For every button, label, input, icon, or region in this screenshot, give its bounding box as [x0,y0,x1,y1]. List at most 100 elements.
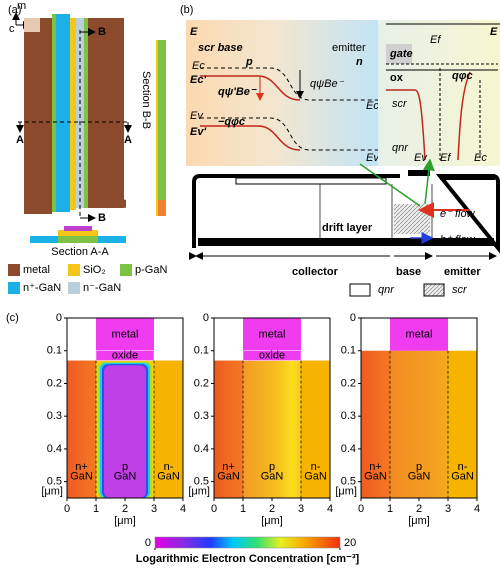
label: Logarithmic Electron Concentration [cm⁻³… [136,553,360,565]
label: drift layer [322,222,373,234]
oxide-stripe [70,18,76,210]
label: qψBe⁻ [310,78,345,90]
label: metal [259,328,286,340]
label: h⁺ flow [440,234,476,246]
label: emitter [332,42,366,54]
legend-label: scr [452,284,468,296]
x-tick-label: 2 [416,503,422,515]
label: p [245,56,253,68]
label: GaN [364,471,387,483]
label: c [9,23,15,35]
label: qφc [452,70,473,82]
legend-swatch [350,284,370,296]
label: GaN [114,471,137,483]
x-tick-label: 2 [269,503,275,515]
y-unit: [μm] [41,485,63,497]
colorbar-tick-label: 20 [344,537,356,549]
ev-label: Ev [190,110,204,122]
p-gan-stripe [84,18,88,208]
label: e⁻ flow [440,208,476,220]
emitter-contact [440,174,495,180]
label: base [396,266,421,278]
x-tick-label: 4 [180,503,186,515]
device-top [236,178,386,184]
label: gate [389,48,413,60]
label: emitter [444,266,481,278]
level-label: Ef [440,152,451,164]
label: oxide [259,350,285,362]
y-tick-label: 0.1 [194,345,209,357]
label: Ec [192,60,205,72]
label: collector [292,266,339,278]
metal-stripe [88,18,124,208]
y-unit: [μm] [335,485,357,497]
legend-swatch [68,282,80,294]
label: GaN [70,471,93,483]
y-tick-label: 0.1 [47,345,62,357]
label: ox [390,72,404,84]
legend-swatch [424,284,444,296]
section-bb-end [158,200,166,216]
label: GaN [261,471,284,483]
y-tick-label: 0.3 [47,410,62,422]
label: qψ'Be⁻ [218,86,257,98]
figure: (a)mcaBBAASection B-BSection A-AmetalSiO… [0,0,500,568]
ec-label: Ec [366,100,379,112]
section-bb-strip [158,40,166,216]
legend-swatch [120,264,132,276]
label: Ef [430,34,441,46]
x-tick-label: 0 [64,503,70,515]
legend-label: n⁻-GaN [83,282,121,294]
y-tick-label: 0 [203,312,209,324]
label: Ec' [190,74,206,86]
scr-region [394,204,430,234]
y-tick-label: 0 [56,312,62,324]
x-tick-label: 4 [474,503,480,515]
x-tick-label: 0 [358,503,364,515]
label: m [17,0,26,12]
label: Section A-A [51,246,109,258]
section-aa-layer [30,236,58,243]
label: B [98,26,106,38]
label: Section B-B [140,71,152,129]
y-tick-label: 0.4 [341,443,356,455]
y-tick-label: 0.2 [47,377,62,389]
legend-swatch [68,264,80,276]
y-tick-label: 0.2 [194,377,209,389]
gate-contact [408,170,430,176]
x-unit: [μm] [261,515,283,527]
x-tick-label: 4 [327,503,333,515]
y-tick-label: 0.1 [341,345,356,357]
legend-swatch [8,264,20,276]
label: metal [112,328,139,340]
label: A [124,134,132,146]
label: scr base [198,42,243,54]
x-tick-label: 3 [298,503,304,515]
x-tick-label: 2 [122,503,128,515]
label: metal [406,328,433,340]
section-aa-layer [98,236,126,243]
legend-label: SiO₂ [83,264,106,276]
legend-label: p-GaN [135,264,167,276]
level-label: Ec [474,152,487,164]
colorbar [155,537,340,548]
colorbar-tick-label: 0 [145,537,151,549]
label: GaN [408,471,431,483]
y-tick-label: 0.2 [341,377,356,389]
x-tick-label: 1 [240,503,246,515]
x-tick-label: 1 [387,503,393,515]
label: scr [392,98,408,110]
y-tick-label: 0.4 [47,443,62,455]
label: A [16,134,24,146]
y-tick-label: 0.3 [341,410,356,422]
label: GaN [157,471,180,483]
y-tick-label: 0.3 [194,410,209,422]
y-tick-label: 0.4 [194,443,209,455]
section-aa-layer [58,236,98,243]
label: B [98,212,106,224]
metal-stripe [24,18,52,214]
legend-swatch [8,282,20,294]
label: qnr [392,142,409,154]
label: (b) [180,4,193,16]
n-plus-stripe [56,14,70,212]
